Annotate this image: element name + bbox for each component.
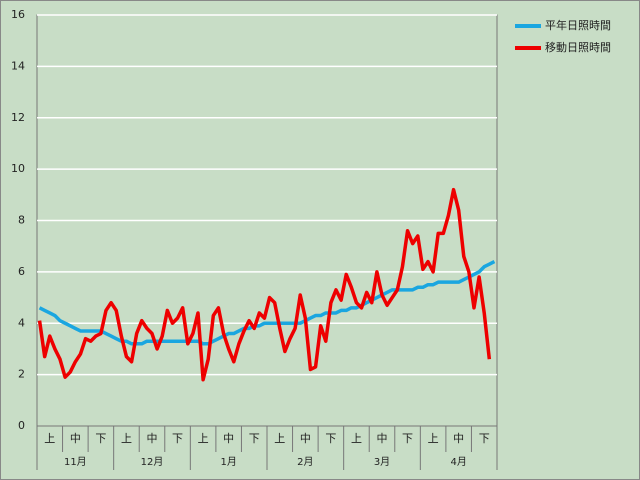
- month-label: 2月: [297, 456, 313, 468]
- y-tick-label: 10: [11, 162, 25, 175]
- x-tick-label: 下: [479, 432, 490, 445]
- x-tick-label: 上: [428, 432, 439, 445]
- x-tick-label: 中: [70, 432, 81, 445]
- x-tick-label: 下: [325, 432, 336, 445]
- month-label: 4月: [450, 456, 466, 468]
- y-tick-label: 6: [18, 265, 25, 278]
- x-tick-label: 中: [377, 432, 388, 445]
- y-tick-label: 2: [18, 368, 25, 381]
- x-tick-label: 上: [198, 432, 209, 445]
- series-line: [37, 187, 492, 382]
- month-label: 11月: [64, 456, 87, 468]
- x-tick-label: 中: [223, 432, 234, 445]
- x-tick-label: 下: [95, 432, 106, 445]
- legend-label: 平年日照時間: [545, 18, 611, 32]
- x-tick-label: 上: [351, 432, 362, 445]
- x-tick-label: 中: [147, 432, 158, 445]
- series-line: [38, 260, 496, 346]
- x-tick-label: 上: [274, 432, 285, 445]
- y-tick-label: 14: [11, 59, 25, 72]
- month-label: 3月: [374, 456, 390, 468]
- legend-label: 移動日照時間: [545, 40, 611, 54]
- x-tick-label: 中: [453, 432, 464, 445]
- x-tick-label: 下: [249, 432, 260, 445]
- x-tick-label: 中: [300, 432, 311, 445]
- y-tick-label: 12: [11, 111, 25, 124]
- month-label: 12月: [141, 456, 164, 468]
- y-tick-label: 8: [18, 214, 25, 227]
- y-tick-label: 16: [11, 8, 25, 21]
- x-tick-label: 上: [44, 432, 55, 445]
- y-tick-label: 0: [18, 419, 25, 432]
- month-label: 1月: [220, 456, 236, 468]
- x-tick-label: 下: [172, 432, 183, 445]
- y-tick-label: 4: [18, 316, 25, 329]
- x-tick-label: 上: [121, 432, 132, 445]
- x-tick-label: 下: [402, 432, 413, 445]
